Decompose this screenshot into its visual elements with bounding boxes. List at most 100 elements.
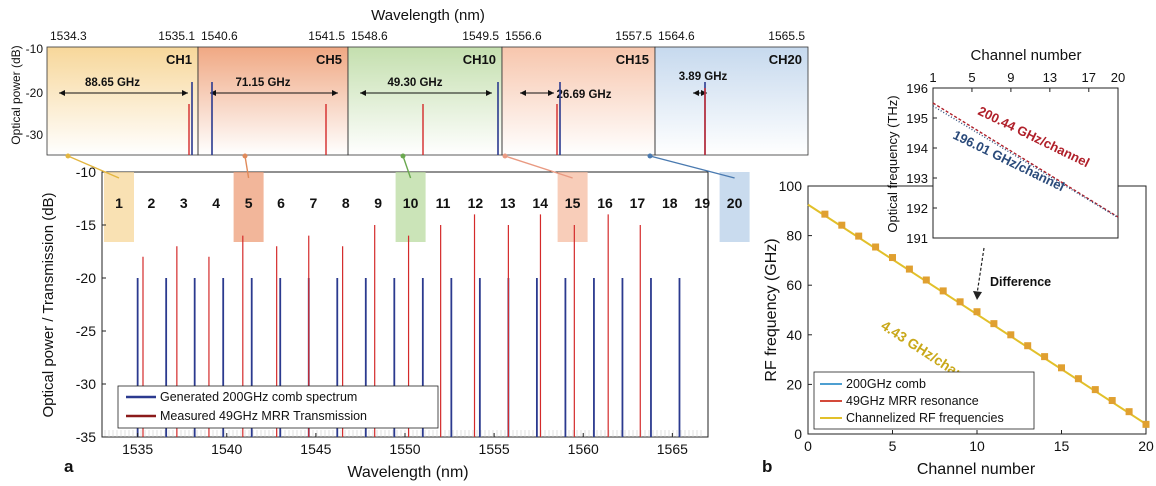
top-xlabel: Wavelength (nm) bbox=[371, 7, 485, 24]
legend-49ghz: 49GHz MRR resonance bbox=[846, 394, 979, 408]
channel-label-15: 15 bbox=[565, 195, 581, 211]
inset-y-tick-label: 191 bbox=[906, 231, 928, 246]
rf-point-19 bbox=[1125, 408, 1133, 416]
y-tick-label-a: -15 bbox=[76, 217, 96, 233]
channel-label-19: 19 bbox=[694, 195, 710, 211]
inset-series-line-2 bbox=[932, 105, 1119, 219]
y-tick-label-a: -30 bbox=[76, 376, 96, 392]
window-channel-label: CH5 bbox=[316, 52, 342, 67]
rf-series bbox=[807, 203, 1150, 428]
inset-series-line-1 bbox=[932, 102, 1119, 218]
rf-point-11 bbox=[990, 320, 998, 328]
spacing-arrowhead bbox=[182, 90, 188, 96]
inset-y-tick-label: 196 bbox=[906, 81, 928, 96]
zoom-arrowhead bbox=[502, 153, 508, 159]
channel-label-14: 14 bbox=[532, 195, 548, 211]
rf-point-4 bbox=[872, 243, 880, 251]
rf-point-5 bbox=[889, 254, 896, 262]
spacing-arrowhead bbox=[693, 90, 699, 96]
window-channel-label: CH10 bbox=[463, 52, 496, 67]
panel-a: 1 2 3 4 5 6 7 8 9 10 11 12 13 14 15 16 17 18 19 20 1535 1540… bbox=[40, 153, 750, 481]
zoom-arrow-ch20 bbox=[649, 155, 735, 179]
y-tick-label-a: -35 bbox=[76, 429, 96, 445]
top-ytick-3: -30 bbox=[26, 128, 44, 142]
difference-label: Difference bbox=[990, 275, 1051, 289]
inset-y-tick-label: 194 bbox=[906, 141, 928, 156]
legend-b: 200GHz comb 49GHz MRR resonance Channeli… bbox=[813, 371, 1035, 430]
channel-label-5: 5 bbox=[245, 195, 253, 211]
x-tick-label-b: 15 bbox=[1054, 438, 1070, 454]
channel-label-9: 9 bbox=[374, 195, 382, 211]
spacing-label: 88.65 GHz bbox=[85, 77, 140, 89]
channel-label-1: 1 bbox=[115, 195, 123, 211]
spacing-label: 71.15 GHz bbox=[236, 77, 291, 89]
x-tick-label-b: 0 bbox=[804, 438, 812, 454]
rf-point-12 bbox=[1007, 331, 1015, 339]
channel-label-12: 12 bbox=[468, 195, 484, 211]
channel-label-6: 6 bbox=[277, 195, 285, 211]
spacing-arrowhead bbox=[332, 90, 338, 96]
rf-point-15 bbox=[1058, 364, 1065, 372]
inset-x-tick-label: 5 bbox=[968, 70, 975, 85]
legend-a: Generated 200GHz comb spectrum Measured … bbox=[117, 385, 439, 429]
x-tick-label-a: 1535 bbox=[122, 441, 153, 457]
inset-series bbox=[932, 102, 1119, 219]
window-range-start: 1540.6 bbox=[201, 29, 238, 43]
zoom-arrowhead bbox=[647, 153, 653, 159]
spacing-arrowhead bbox=[520, 90, 526, 96]
window-ch20 bbox=[654, 46, 809, 156]
legend-mrr: Measured 49GHz MRR Transmission bbox=[160, 409, 367, 423]
rf-point-1 bbox=[821, 210, 829, 218]
channel-label-11: 11 bbox=[436, 195, 451, 211]
zoom-arrow-ch1 bbox=[67, 155, 120, 179]
channel-label-3: 3 bbox=[180, 195, 188, 211]
spacing-label: 26.69 GHz bbox=[557, 89, 612, 101]
top-ylabel: Optical power (dB) bbox=[9, 45, 23, 144]
inset-ticks: 1 5 9 13 17 20 191 192 193 194 195 196 bbox=[906, 70, 1125, 246]
x-tick-label-a: 1540 bbox=[211, 441, 242, 457]
channel-highlight-20 bbox=[719, 172, 750, 242]
rf-point-2 bbox=[838, 221, 846, 229]
x-tick-label-a: 1560 bbox=[568, 441, 599, 457]
spacing-arrowhead bbox=[360, 90, 366, 96]
y-ticks-a: -10 -15 -20 -25 -30 -35 bbox=[76, 164, 106, 445]
zoom-arrowhead bbox=[242, 153, 248, 159]
window-range-start: 1548.6 bbox=[351, 29, 388, 43]
rf-point-16 bbox=[1074, 375, 1082, 383]
x-tick-label-a: 1555 bbox=[479, 441, 510, 457]
y-tick-label-b: 40 bbox=[786, 327, 802, 343]
difference-arrowhead bbox=[973, 291, 982, 300]
inset-x-tick-label: 1 bbox=[929, 70, 936, 85]
ylabel-a: Optical power / Transmission (dB) bbox=[40, 192, 57, 417]
window-range-end: 1549.5 bbox=[462, 29, 499, 43]
channel-label-8: 8 bbox=[342, 195, 350, 211]
window-channel-label: CH15 bbox=[616, 52, 649, 67]
y-tick-label-a: -20 bbox=[76, 270, 96, 286]
inset-y-tick-label: 195 bbox=[906, 111, 928, 126]
rf-point-14 bbox=[1041, 353, 1049, 361]
channel-highlights bbox=[104, 172, 750, 242]
zoom-arrow-ch10 bbox=[402, 155, 412, 179]
rf-point-17 bbox=[1091, 386, 1099, 394]
top-ytick-1: -10 bbox=[26, 42, 44, 56]
xlabel-b: Channel number bbox=[917, 461, 1036, 478]
inset-ylabel: Optical frequency (THz) bbox=[885, 95, 900, 232]
channel-label-10: 10 bbox=[403, 195, 419, 211]
panel-a-top: Wavelength (nm) Optical power (dB) -10 -… bbox=[9, 7, 809, 156]
top-ytick-2: -20 bbox=[26, 86, 44, 100]
spacing-arrowhead bbox=[210, 90, 216, 96]
rf-point-8 bbox=[939, 287, 947, 295]
ylabel-b: RF frequency (GHz) bbox=[763, 238, 780, 381]
channel-label-17: 17 bbox=[630, 195, 646, 211]
rf-point-10 bbox=[973, 308, 981, 316]
window-range-start: 1534.3 bbox=[50, 29, 87, 43]
y-tick-label-b: 0 bbox=[794, 426, 802, 442]
inset-y-tick-label: 192 bbox=[906, 201, 928, 216]
window-channel-label: CH20 bbox=[769, 52, 802, 67]
difference-arrow bbox=[976, 247, 985, 295]
spacing-label: 49.30 GHz bbox=[388, 77, 443, 89]
rf-point-7 bbox=[922, 276, 930, 284]
inset-frame bbox=[932, 87, 1119, 239]
window-range-end: 1565.5 bbox=[768, 29, 805, 43]
